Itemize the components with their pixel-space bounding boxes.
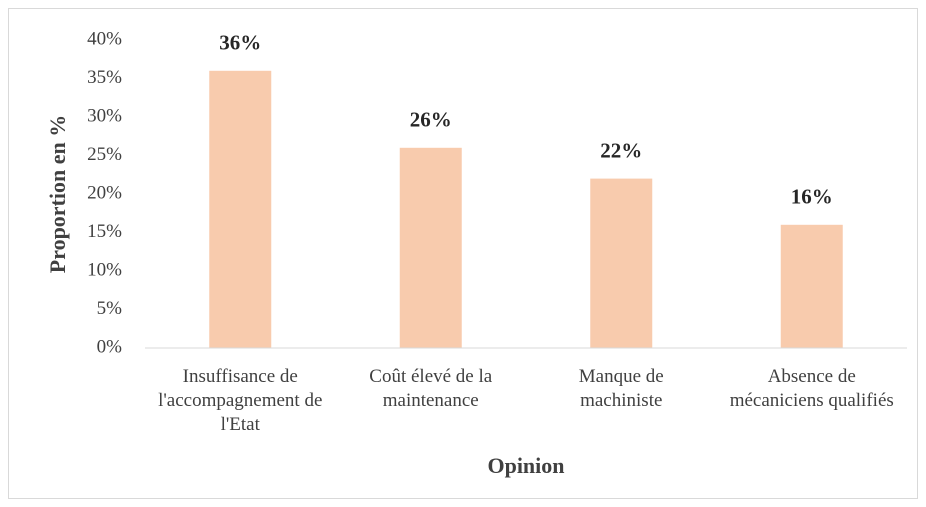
y-tick-label: 35% [87,67,122,88]
x-tick-label: Insuffisance de l'accompagnement de l'Et… [158,366,323,435]
data-label: 22% [600,138,642,162]
bar [590,178,653,348]
chart-border [8,8,918,499]
y-axis-title: Proportion en % [45,115,70,273]
x-axis-title: Opinion [487,453,564,478]
x-tick-label: Coût élevé de la maintenance [369,366,493,411]
y-tick-label: 15% [87,221,122,242]
y-tick-label: 40% [87,28,122,49]
x-tick-label: Absence de mécaniciens qualifiés [729,366,894,411]
bar [209,70,272,349]
y-tick-label: 20% [87,182,122,203]
y-tick-label: 30% [87,105,122,126]
x-tick-label: Manque de machiniste [578,366,664,411]
y-tick-label: 5% [97,298,123,319]
bar [399,147,462,348]
bar [780,224,843,348]
y-tick-label: 0% [97,336,123,357]
data-label: 16% [791,185,833,209]
y-tick-label: 10% [87,259,122,280]
y-tick-label: 25% [87,144,122,165]
data-label: 36% [219,31,261,55]
data-label: 26% [410,108,452,132]
